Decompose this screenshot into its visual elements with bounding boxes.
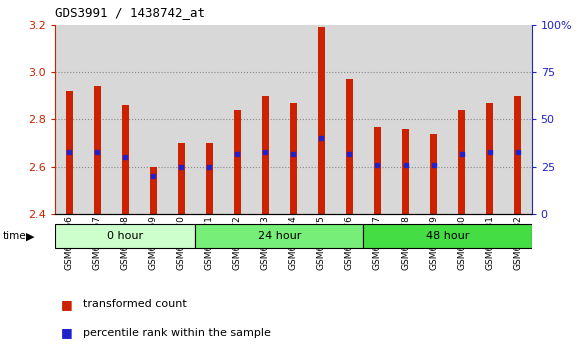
Text: ▶: ▶ xyxy=(26,231,34,241)
Bar xyxy=(83,25,111,214)
Bar xyxy=(307,25,335,214)
Bar xyxy=(167,25,195,214)
Text: 24 hour: 24 hour xyxy=(258,231,301,241)
Text: time: time xyxy=(3,231,27,241)
Bar xyxy=(476,25,504,214)
Bar xyxy=(335,25,364,214)
Bar xyxy=(430,134,437,214)
Bar xyxy=(234,110,241,214)
Bar xyxy=(206,143,213,214)
Bar xyxy=(364,25,392,214)
Bar xyxy=(374,127,381,214)
Text: 48 hour: 48 hour xyxy=(426,231,469,241)
FancyBboxPatch shape xyxy=(55,224,195,248)
Text: 0 hour: 0 hour xyxy=(107,231,144,241)
Bar xyxy=(318,27,325,214)
Text: ■: ■ xyxy=(61,326,73,339)
Text: ■: ■ xyxy=(61,298,73,311)
Bar xyxy=(504,25,532,214)
Bar xyxy=(402,129,409,214)
Text: GDS3991 / 1438742_at: GDS3991 / 1438742_at xyxy=(55,6,205,19)
Bar xyxy=(94,86,101,214)
Bar xyxy=(346,79,353,214)
Bar xyxy=(279,25,307,214)
Bar xyxy=(447,25,476,214)
FancyBboxPatch shape xyxy=(195,224,364,248)
Bar xyxy=(252,25,279,214)
Bar xyxy=(111,25,139,214)
Bar xyxy=(195,25,223,214)
Bar xyxy=(392,25,419,214)
Bar xyxy=(66,91,73,214)
Bar xyxy=(55,25,83,214)
Bar xyxy=(178,143,185,214)
Bar xyxy=(486,103,493,214)
Text: percentile rank within the sample: percentile rank within the sample xyxy=(83,328,271,338)
Bar xyxy=(150,167,157,214)
Bar xyxy=(514,96,521,214)
Bar xyxy=(290,103,297,214)
Bar xyxy=(262,96,269,214)
Bar xyxy=(223,25,252,214)
Bar xyxy=(139,25,167,214)
Text: transformed count: transformed count xyxy=(83,299,187,309)
Bar xyxy=(458,110,465,214)
FancyBboxPatch shape xyxy=(364,224,532,248)
Bar xyxy=(122,105,129,214)
Bar xyxy=(419,25,447,214)
